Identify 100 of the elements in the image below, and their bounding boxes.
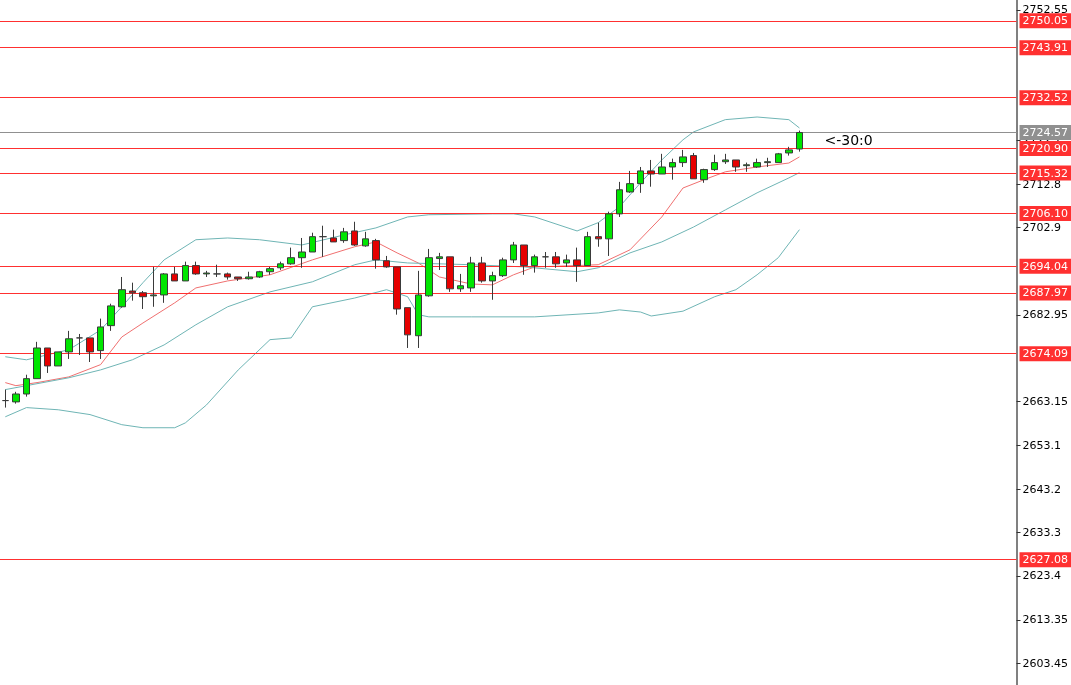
candlestick [2, 389, 9, 409]
annotation: <-30:0 [824, 132, 873, 149]
candlestick [160, 272, 168, 304]
candlestick [76, 333, 83, 356]
candlestick [298, 237, 306, 269]
candlestick [510, 241, 517, 264]
candlestick [139, 290, 147, 310]
ref-line-label: 2743.91 [1022, 41, 1069, 55]
candlestick [446, 256, 454, 293]
ref-line-label: 2674.09 [1022, 347, 1069, 361]
candlestick [12, 391, 20, 405]
candlestick [732, 159, 740, 173]
candlestick [616, 181, 623, 218]
candlestick [457, 273, 464, 293]
candlestick [129, 282, 136, 302]
ref-line-label: 2706.10 [1022, 206, 1069, 220]
candlestick [33, 341, 41, 380]
y-tick-label: 2663.15 [1022, 395, 1069, 409]
candlestick [383, 255, 390, 269]
candlestick [478, 256, 486, 284]
ref-line-label: 2627.08 [1022, 553, 1069, 567]
candlestick [605, 211, 613, 257]
ref-line-label: 2750.05 [1022, 14, 1069, 28]
candlestick [626, 170, 634, 194]
candlestick [182, 261, 189, 282]
ref-line-label: 2715.32 [1022, 166, 1069, 180]
candlestick [637, 166, 644, 194]
candlestick [330, 229, 337, 243]
y-tick-label: 2653.1 [1022, 439, 1062, 453]
candlestick [97, 318, 104, 360]
candlestick [785, 146, 793, 157]
candlestick [150, 266, 157, 308]
y-tick-label: 2613.35 [1022, 613, 1069, 627]
candlestick [287, 247, 295, 266]
candlestick [277, 261, 284, 271]
candlestick [266, 266, 274, 276]
candlestick [309, 232, 316, 253]
candlestick [467, 256, 475, 293]
ref-line-label: 2694.04 [1022, 259, 1069, 273]
candlestick [542, 251, 549, 269]
candlestick [722, 153, 729, 165]
candlestick [203, 270, 210, 278]
y-tick-label: 2633.3 [1022, 525, 1062, 539]
candlestick [563, 254, 570, 268]
candlestick [436, 252, 443, 271]
candlestick [647, 159, 655, 188]
candlestick [796, 130, 803, 153]
candlestick [764, 157, 771, 168]
y-tick-label: 2643.2 [1022, 482, 1062, 496]
candlestick [234, 276, 242, 282]
candlestick [319, 225, 327, 258]
candlestick [393, 266, 401, 316]
candlestick [573, 247, 581, 283]
candlestick [44, 347, 51, 374]
line-series [4, 229, 800, 429]
y-tick-label: 2682.95 [1022, 308, 1069, 322]
candlestick [107, 303, 115, 332]
candlestick [679, 149, 687, 168]
candlestick [669, 158, 676, 181]
candlestick [171, 266, 178, 282]
candlestick [520, 244, 528, 276]
candlestick [118, 276, 126, 309]
candlestick [499, 257, 507, 278]
candlestick [192, 261, 200, 276]
candlestick [584, 231, 591, 267]
y-tick-label: 2712.8 [1022, 177, 1062, 191]
candlestick [65, 330, 73, 360]
ref-line-label: 2724.57 [1022, 125, 1069, 139]
candlestick [700, 168, 708, 184]
candlestick [753, 158, 761, 169]
candlestick [86, 337, 94, 363]
candlestick [372, 238, 380, 270]
candlestick [362, 231, 369, 248]
y-tick-label: 2702.9 [1022, 220, 1062, 234]
candlestick [404, 307, 411, 349]
y-tick-label: 2603.45 [1022, 656, 1069, 670]
candlestick [658, 153, 666, 175]
y-tick-label: 2623.4 [1022, 569, 1062, 583]
ref-line-label: 2720.90 [1022, 142, 1069, 156]
candlestick [415, 270, 422, 349]
candlestick [552, 251, 560, 269]
candlestick [245, 271, 253, 281]
y-tick-label: 2752.55 [1022, 3, 1069, 17]
candlestick [711, 154, 718, 172]
candlestick [213, 264, 221, 278]
candlestick [531, 254, 538, 274]
ref-line-label: 2687.97 [1022, 286, 1069, 300]
candlestick [595, 222, 602, 248]
candlestick [425, 248, 433, 298]
candlestick [351, 221, 358, 247]
candlestick [743, 162, 750, 173]
ref-line-label: 2732.52 [1022, 91, 1069, 105]
candlestick [775, 152, 782, 164]
candlestick [23, 374, 30, 398]
candlestick [340, 227, 348, 244]
candlestick [224, 272, 231, 281]
candlestick [690, 152, 697, 180]
candlestick [256, 270, 263, 279]
candlestick [54, 351, 62, 367]
candlestick [489, 271, 496, 301]
